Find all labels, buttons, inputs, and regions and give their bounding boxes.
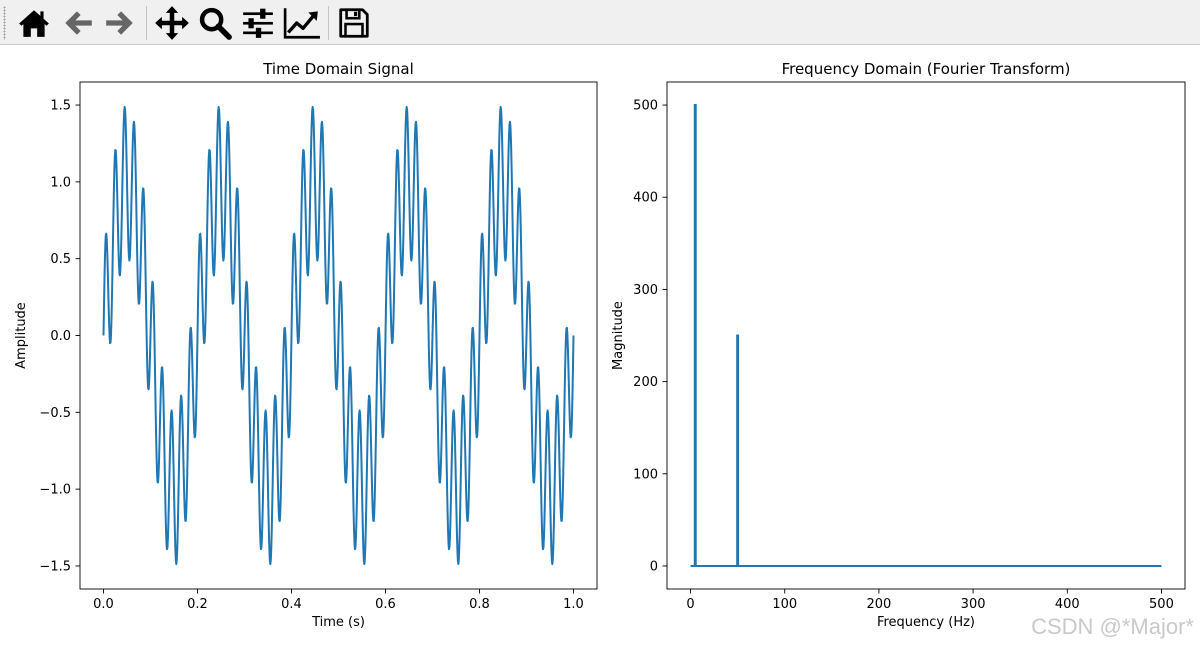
freq-x-tick-label: 0 — [686, 597, 694, 612]
time-x-tick-label: 0.6 — [375, 597, 396, 612]
configure-subplots-button[interactable] — [239, 4, 277, 42]
freq-y-tick-label: 500 — [633, 99, 658, 114]
floppy-disk-icon — [339, 8, 369, 38]
time-y-axis-label: Amplitude — [14, 302, 29, 369]
move-icon — [155, 6, 189, 40]
freq-y-tick-label: 0 — [650, 559, 658, 574]
forward-button[interactable] — [101, 4, 139, 42]
time-y-tick-label: 1.0 — [50, 175, 71, 190]
time-domain-axes: Time Domain Signal 0.0 0.2 0.4 0.6 0.8 1.0 −1.5… — [14, 60, 598, 630]
time-y-tick-label: −1.0 — [39, 483, 71, 498]
time-y-tick-label: −1.5 — [39, 559, 71, 574]
freq-x-axis-label: Frequency (Hz) — [877, 615, 975, 630]
line-chart-icon — [283, 8, 320, 39]
freq-y-tick-label: 200 — [633, 375, 658, 390]
time-y-tick-label: 0.5 — [50, 252, 71, 267]
toolbar-separator — [146, 6, 147, 40]
home-icon — [19, 10, 49, 37]
freq-y-tick-label: 300 — [633, 283, 658, 298]
edit-axis-button[interactable] — [283, 4, 321, 42]
frequency-domain-axes: Frequency Domain (Fourier Transform) 0 100… — [611, 60, 1186, 630]
freq-y-tick-label: 400 — [633, 191, 658, 206]
figure-canvas: Time Domain Signal 0.0 0.2 0.4 0.6 0.8 1.0 −1.5… — [14, 60, 1186, 630]
zoom-button[interactable] — [196, 4, 234, 42]
freq-x-tick-label: 400 — [1055, 597, 1080, 612]
arrow-right-icon — [106, 11, 133, 35]
time-signal-line — [102, 105, 575, 566]
back-button[interactable] — [59, 4, 97, 42]
time-x-tick-label: 0.8 — [469, 597, 490, 612]
time-chart-title: Time Domain Signal — [262, 60, 414, 78]
freq-x-tick-label: 100 — [772, 597, 797, 612]
magnifier-icon — [199, 7, 232, 40]
freq-plot-frame — [666, 81, 1186, 590]
magnitude-spectrum-line — [690, 104, 1162, 567]
freq-x-tick-label: 500 — [1149, 597, 1174, 612]
time-x-tick-label: 1.0 — [563, 597, 584, 612]
toolbar-grip[interactable] — [3, 6, 6, 40]
pan-button[interactable] — [153, 4, 191, 42]
save-button[interactable] — [335, 4, 373, 42]
time-y-tick-label: −0.5 — [39, 406, 71, 421]
freq-y-tick-label: 100 — [633, 467, 658, 482]
time-y-tick-label: 0.0 — [50, 329, 71, 344]
arrow-left-icon — [65, 11, 92, 35]
time-x-tick-label: 0.4 — [281, 597, 302, 612]
freq-y-axis-label: Magnitude — [611, 301, 626, 370]
sliders-icon — [243, 8, 273, 38]
freq-chart-title: Frequency Domain (Fourier Transform) — [782, 60, 1071, 78]
toolbar-separator — [328, 6, 329, 40]
time-x-axis-label: Time (s) — [311, 615, 365, 630]
freq-x-tick-label: 300 — [961, 597, 986, 612]
time-y-tick-label: 1.5 — [50, 99, 71, 114]
time-x-tick-label: 0.2 — [187, 597, 208, 612]
watermark: CSDN @*Major* — [1031, 614, 1194, 639]
toolbar — [0, 0, 1200, 45]
home-button[interactable] — [15, 4, 53, 42]
freq-x-tick-label: 200 — [866, 597, 891, 612]
time-x-tick-label: 0.0 — [93, 597, 114, 612]
